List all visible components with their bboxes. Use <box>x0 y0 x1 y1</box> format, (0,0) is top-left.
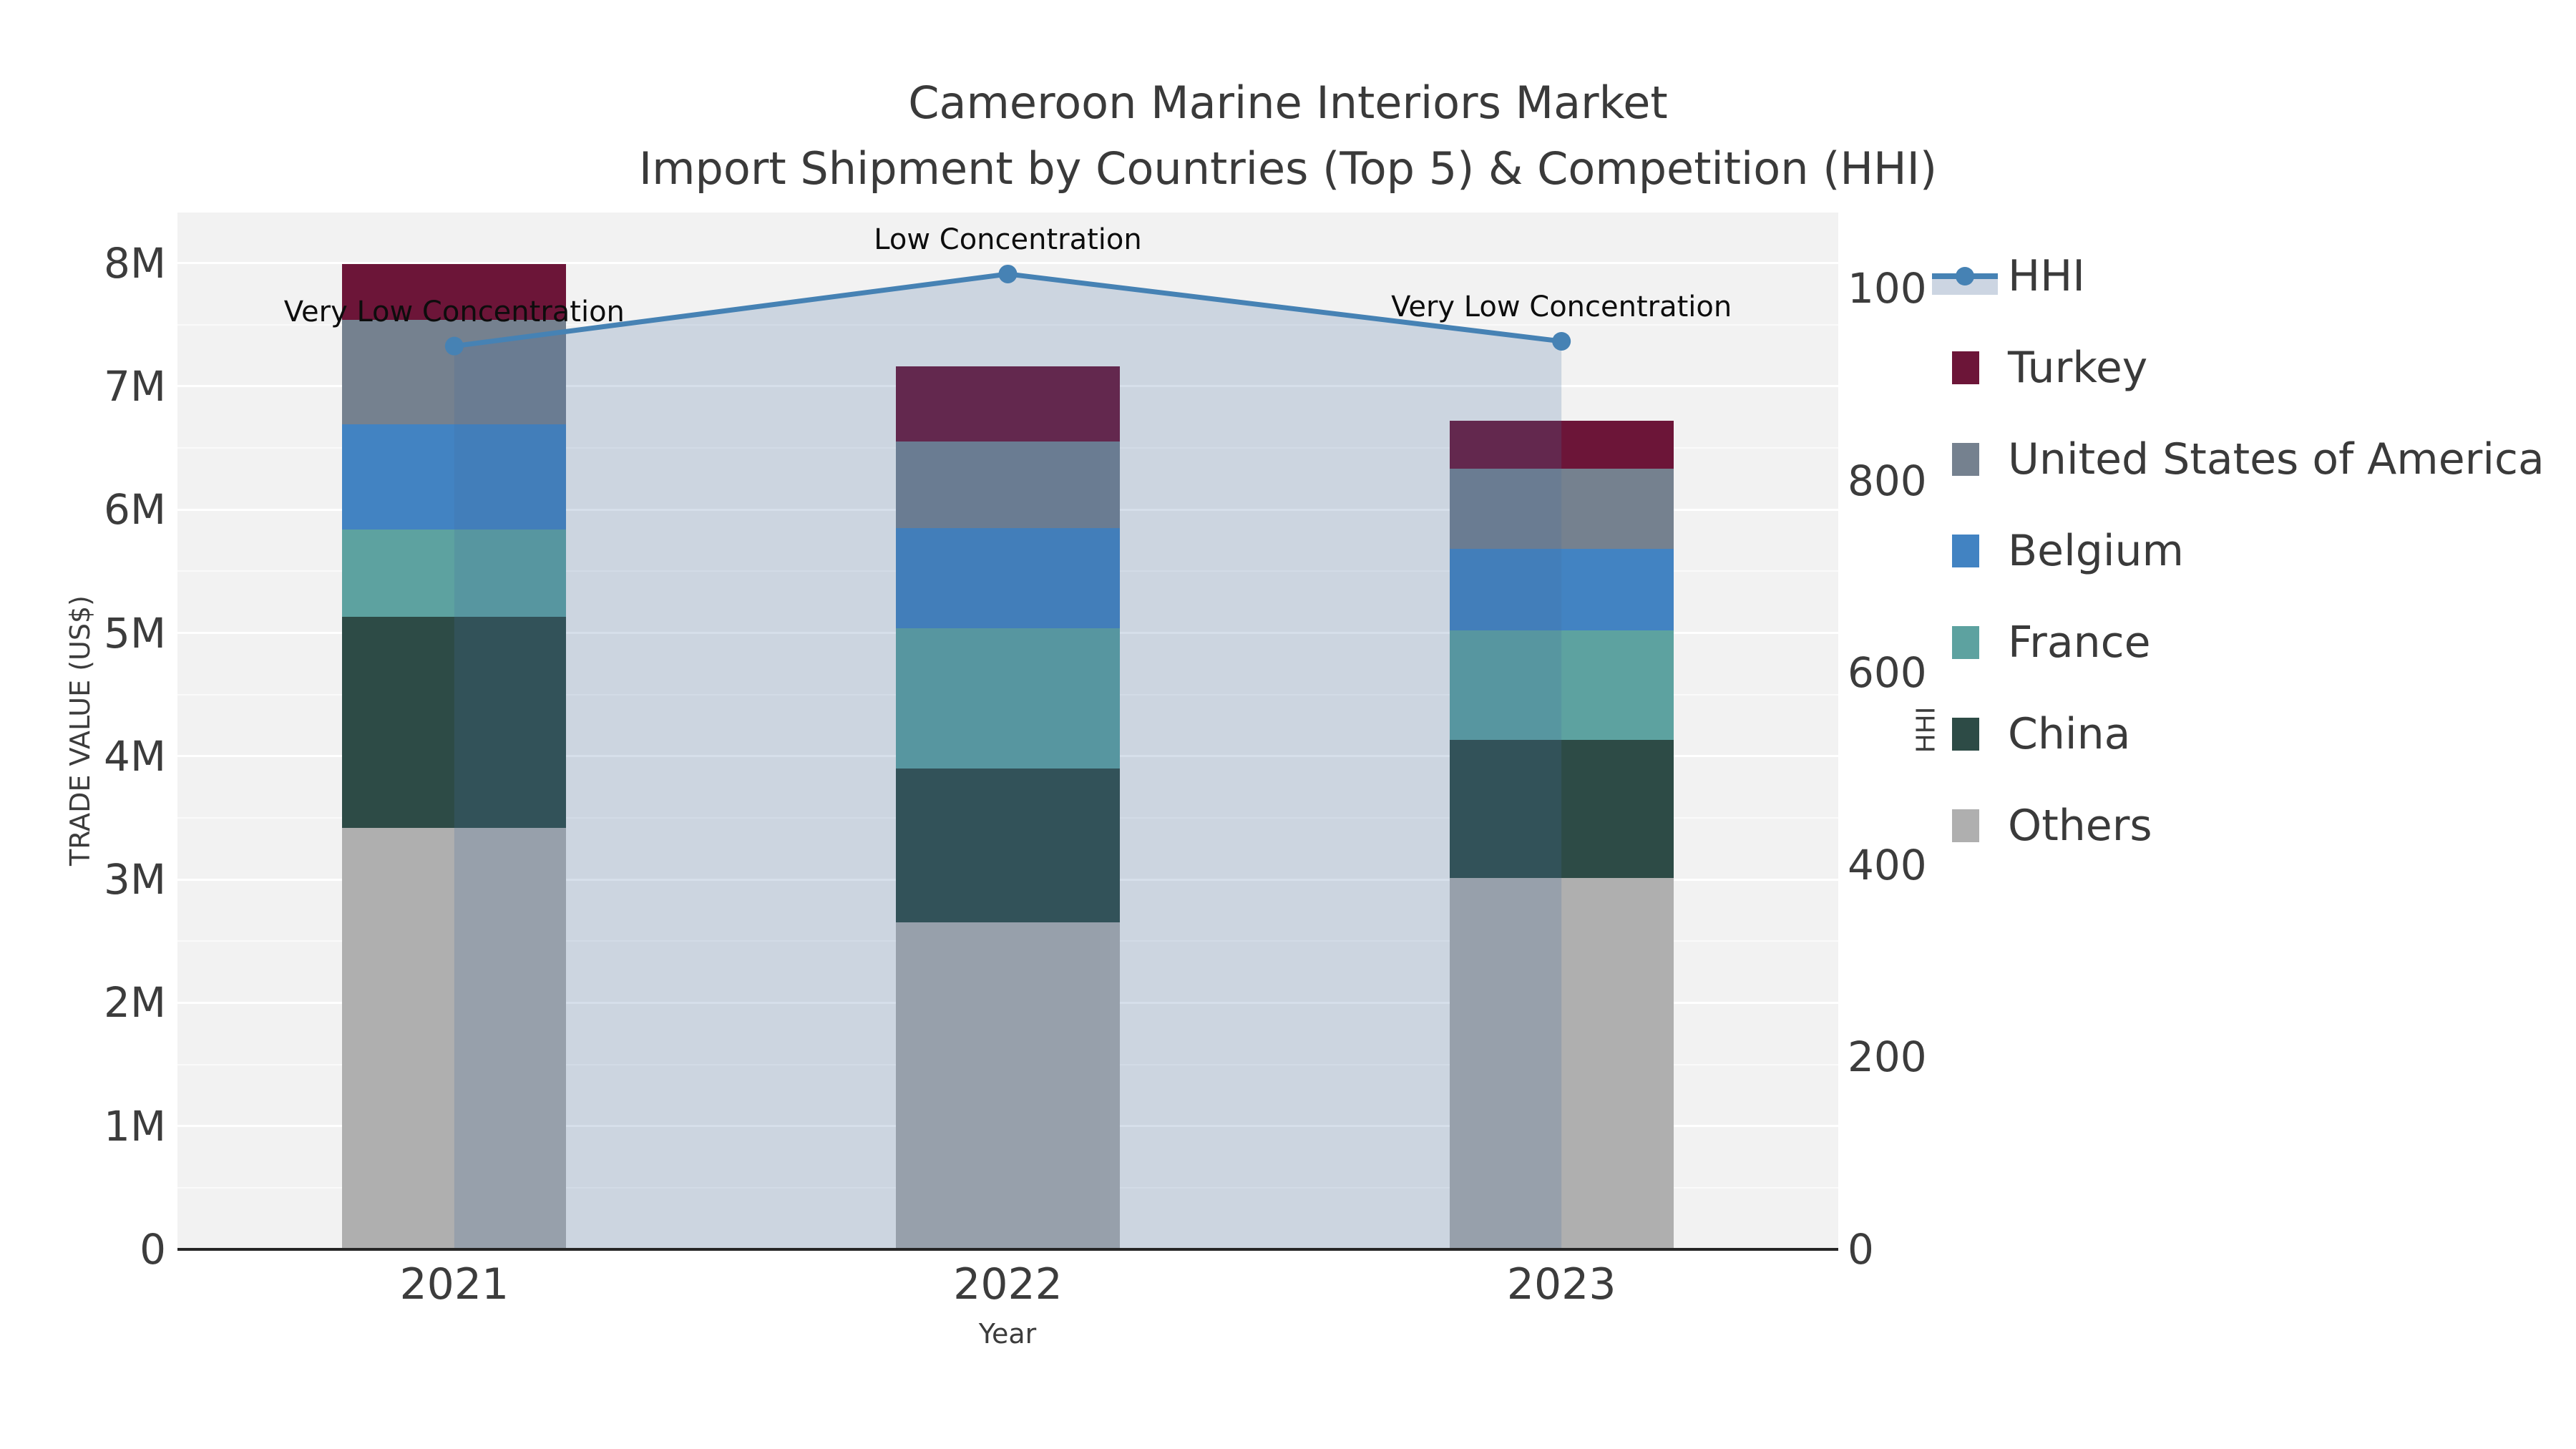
x-axis-line <box>177 1248 1838 1251</box>
hhi-marker-swatch <box>1956 267 1974 286</box>
y-left-tick-label: 4M <box>104 731 166 781</box>
gridline-major <box>177 262 1838 265</box>
y-left-tick-label: 1M <box>104 1101 166 1151</box>
bar-segment-china <box>1449 740 1674 879</box>
legend-label: Others <box>2008 801 2152 851</box>
legend-label: Turkey <box>2008 343 2148 393</box>
y-right-tick-label: 800 <box>1848 456 1927 505</box>
bar-segment-united-states-of-america <box>896 441 1120 529</box>
bar-segment-others <box>342 827 567 1249</box>
y-left-tick-label: 5M <box>104 608 166 658</box>
legend-swatch <box>1952 535 1979 567</box>
bar-segment-others <box>1449 878 1674 1249</box>
hhi-legend-sample-icon <box>1932 267 1998 301</box>
legend-swatch <box>1952 351 1979 384</box>
bar-segment-turkey <box>896 366 1120 442</box>
bar-segment-belgium <box>1449 549 1674 631</box>
chart-title-line2: Import Shipment by Countries (Top 5) & C… <box>638 142 1938 195</box>
bar-segment-united-states-of-america <box>1449 469 1674 550</box>
legend-label: China <box>2008 709 2131 759</box>
legend-label: Belgium <box>2008 526 2184 576</box>
legend-swatch <box>1952 443 1979 476</box>
legend-label: HHI <box>2008 251 2085 301</box>
y-right-tick-label: 400 <box>1848 840 1927 889</box>
annotation-label: Low Concentration <box>874 223 1142 256</box>
legend-swatch <box>1952 626 1979 659</box>
y-left-tick-label: 6M <box>104 485 166 535</box>
legend-swatch <box>1952 718 1979 751</box>
bar-segment-belgium <box>896 528 1120 628</box>
legend-swatch <box>1952 809 1979 842</box>
bar-segment-china <box>342 617 567 828</box>
y-left-tick-label: 0 <box>140 1225 166 1274</box>
y-left-tick-label: 7M <box>104 361 166 411</box>
chart-title: Cameroon Marine Interiors Market Import … <box>0 70 2576 202</box>
annotation-label: Very Low Concentration <box>1391 290 1732 323</box>
plot-area: Very Low Concentration Low Concentration V… <box>177 213 1838 1249</box>
bar-segment-united-states-of-america <box>342 319 567 425</box>
y-right-tick-label: 200 <box>1848 1033 1927 1082</box>
legend-label: France <box>2008 618 2151 668</box>
bar-segment-china <box>896 769 1120 923</box>
x-axis-title: Year <box>978 1318 1037 1350</box>
y-right-tick-label: 100 <box>1848 264 1927 313</box>
y-left-tick-label: 8M <box>104 238 166 288</box>
bar-segment-france <box>342 529 567 618</box>
bar-segment-france <box>1449 630 1674 741</box>
x-tick-label: 2022 <box>953 1259 1063 1309</box>
annotation-label: Very Low Concentration <box>283 295 625 328</box>
y-left-tick-label: 2M <box>104 978 166 1028</box>
y-left-tick-label: 3M <box>104 855 166 904</box>
y-right-tick-label: 0 <box>1848 1225 1874 1274</box>
x-tick-label: 2023 <box>1506 1259 1616 1309</box>
legend-label: United States of America <box>2008 434 2545 484</box>
hhi-marker <box>998 264 1018 283</box>
bar-segment-belgium <box>342 424 567 530</box>
y-right-tick-label: 600 <box>1848 648 1927 698</box>
bar-segment-turkey <box>1449 421 1674 469</box>
x-tick-label: 2021 <box>399 1259 509 1309</box>
bar-segment-others <box>896 922 1120 1249</box>
hhi-marker <box>1552 331 1571 351</box>
y-axis-title-right: HHI <box>1911 706 1941 753</box>
bar-segment-france <box>896 628 1120 769</box>
chart-title-line1: Cameroon Marine Interiors Market <box>908 77 1668 129</box>
